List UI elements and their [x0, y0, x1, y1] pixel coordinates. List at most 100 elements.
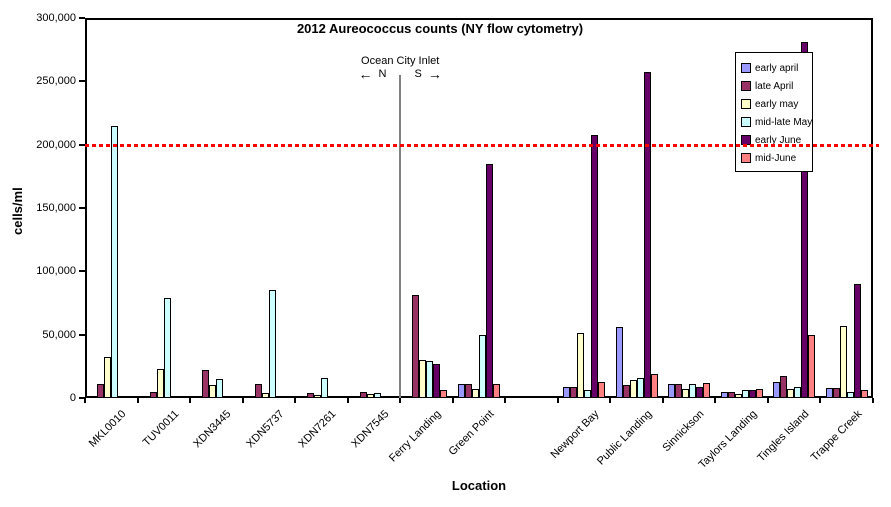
south-label: S	[414, 68, 422, 80]
left-arrow-icon: ←	[358, 65, 373, 82]
inlet-annotation-arrows: ← N S →	[358, 65, 442, 82]
legend: early april late April early may mid-late M…	[735, 52, 813, 172]
bar-late-April-XDN7261	[307, 392, 315, 398]
bar-mid-June-Tingles-Island	[808, 334, 816, 398]
bar-early-June-Green-Point	[486, 163, 493, 398]
bar-late-April-Newport-Bay	[570, 386, 578, 398]
bar-early-may-TUV0011	[156, 368, 164, 398]
bar-early-June-Trappe-Creek	[853, 284, 861, 398]
y-tick-mark	[79, 143, 85, 146]
x-category-label: Trappe Creek	[808, 408, 865, 464]
bar-mid-late-May-Sinnickson	[689, 384, 697, 398]
x-tick-mark	[766, 398, 769, 403]
bar-early-may-Sinnickson	[682, 389, 690, 398]
x-category-label: TUV0011	[140, 408, 182, 449]
bar-early-June-Sinnickson	[696, 386, 704, 398]
y-tick-mark	[79, 333, 85, 336]
bar-mid-late-May-Green-Point	[479, 334, 486, 398]
y-tick-label: 250,000	[36, 75, 76, 88]
bar-mid-late-May-Taylors-Landing	[741, 390, 749, 398]
legend-swatch-icon	[741, 81, 751, 91]
bar-mid-June-Taylors-Landing	[755, 389, 763, 398]
y-tick-label: 200,000	[36, 138, 76, 151]
bar-early-april-Green-Point	[458, 384, 465, 398]
bar-early-april-Sinnickson	[668, 384, 676, 398]
bar-mid-late-May-Trappe-Creek	[846, 391, 854, 398]
y-tick-mark	[79, 17, 85, 19]
bar-mid-late-May-Public-Landing	[636, 377, 644, 398]
bar-mid-June-Newport-Bay	[598, 381, 606, 398]
bar-early-June-Newport-Bay	[591, 134, 599, 398]
bar-mid-late-May-XDN7261	[321, 377, 329, 398]
bar-mid-late-May-XDN5737	[268, 290, 276, 398]
right-arrow-icon: →	[427, 65, 442, 82]
bar-late-April-Taylors-Landing	[727, 391, 735, 398]
x-category-label: Ferry Landing	[387, 408, 444, 465]
legend-swatch-icon	[741, 63, 751, 73]
x-tick-mark	[294, 398, 297, 403]
legend-label: early June	[755, 134, 802, 146]
bar-early-april-Trappe-Creek	[825, 387, 833, 398]
bar-early-may-XDN3445	[209, 385, 217, 398]
y-tick-mark	[79, 80, 85, 83]
bar-early-June-Tingles-Island	[801, 42, 809, 398]
x-category-label: Tingles Island	[755, 408, 812, 465]
x-tick-mark	[346, 398, 349, 403]
x-category-label: XDN7261	[296, 408, 339, 451]
bar-mid-June-Sinnickson	[703, 382, 711, 398]
bar-mid-late-May-MKL0010	[111, 125, 119, 398]
x-category-label: Sinnickson	[660, 408, 707, 455]
bar-early-June-Public-Landing	[643, 72, 651, 398]
legend-label: early april	[755, 62, 799, 74]
bar-late-April-Green-Point	[465, 384, 472, 398]
bar-early-april-Taylors-Landing	[720, 391, 728, 398]
legend-item-early-may: early may	[741, 95, 808, 113]
bar-early-may-MKL0010	[104, 357, 112, 398]
bar-early-april-Public-Landing	[615, 327, 623, 398]
bar-early-may-Taylors-Landing	[734, 394, 742, 398]
bar-mid-late-May-Ferry-Landing	[426, 361, 434, 398]
legend-swatch-icon	[741, 117, 751, 127]
legend-item-late-April: late April	[741, 77, 808, 95]
x-tick-mark	[872, 398, 874, 403]
y-tick-label: 0	[69, 392, 76, 404]
y-tick-label: 50,000	[42, 328, 76, 341]
y-tick-mark	[79, 207, 85, 209]
bar-late-April-Trappe-Creek	[832, 387, 840, 398]
bar-early-may-XDN7545	[366, 394, 374, 398]
x-axis-title: Location	[451, 478, 507, 493]
x-tick-mark	[241, 398, 244, 403]
bar-mid-late-May-Tingles-Island	[794, 386, 802, 398]
y-tick-label: 300,000	[36, 12, 76, 24]
legend-item-mid-late-May: mid-late May	[741, 113, 812, 131]
legend-swatch-icon	[741, 99, 751, 109]
x-tick-mark	[136, 398, 139, 403]
x-category-label: MKL0010	[86, 408, 129, 450]
x-category-label: Taylors Landing	[696, 408, 760, 471]
bar-mid-late-May-XDN3445	[216, 379, 224, 398]
y-tick-label: 100,000	[36, 265, 76, 278]
bar-late-April-Ferry-Landing	[412, 295, 420, 398]
bar-mid-June-Trappe-Creek	[860, 390, 868, 398]
y-tick-mark	[79, 270, 85, 273]
legend-label: late April	[755, 80, 794, 92]
bar-early-april-Newport-Bay	[563, 386, 571, 398]
ocean-city-inlet-annotation: Ocean City Inlet ← N S →	[358, 55, 442, 82]
bar-late-April-Sinnickson	[675, 384, 683, 398]
x-tick-mark	[189, 398, 192, 403]
bar-early-may-Public-Landing	[629, 380, 637, 398]
bar-late-April-MKL0010	[97, 384, 105, 398]
bar-early-may-Green-Point	[472, 389, 479, 398]
x-tick-mark	[504, 398, 507, 403]
inlet-annotation-title: Ocean City Inlet	[361, 55, 440, 67]
x-tick-mark	[399, 398, 402, 403]
bar-late-April-XDN3445	[202, 370, 210, 398]
chart-title: 2012 Aureococcus counts (NY flow cytomet…	[296, 21, 584, 36]
bar-early-may-Newport-Bay	[577, 333, 585, 398]
bloom-threshold-line	[85, 143, 879, 147]
x-category-label: XDN3445	[191, 408, 234, 451]
x-tick-mark	[609, 398, 612, 403]
bar-late-April-Public-Landing	[622, 385, 630, 398]
bar-early-may-Tingles-Island	[787, 389, 795, 398]
